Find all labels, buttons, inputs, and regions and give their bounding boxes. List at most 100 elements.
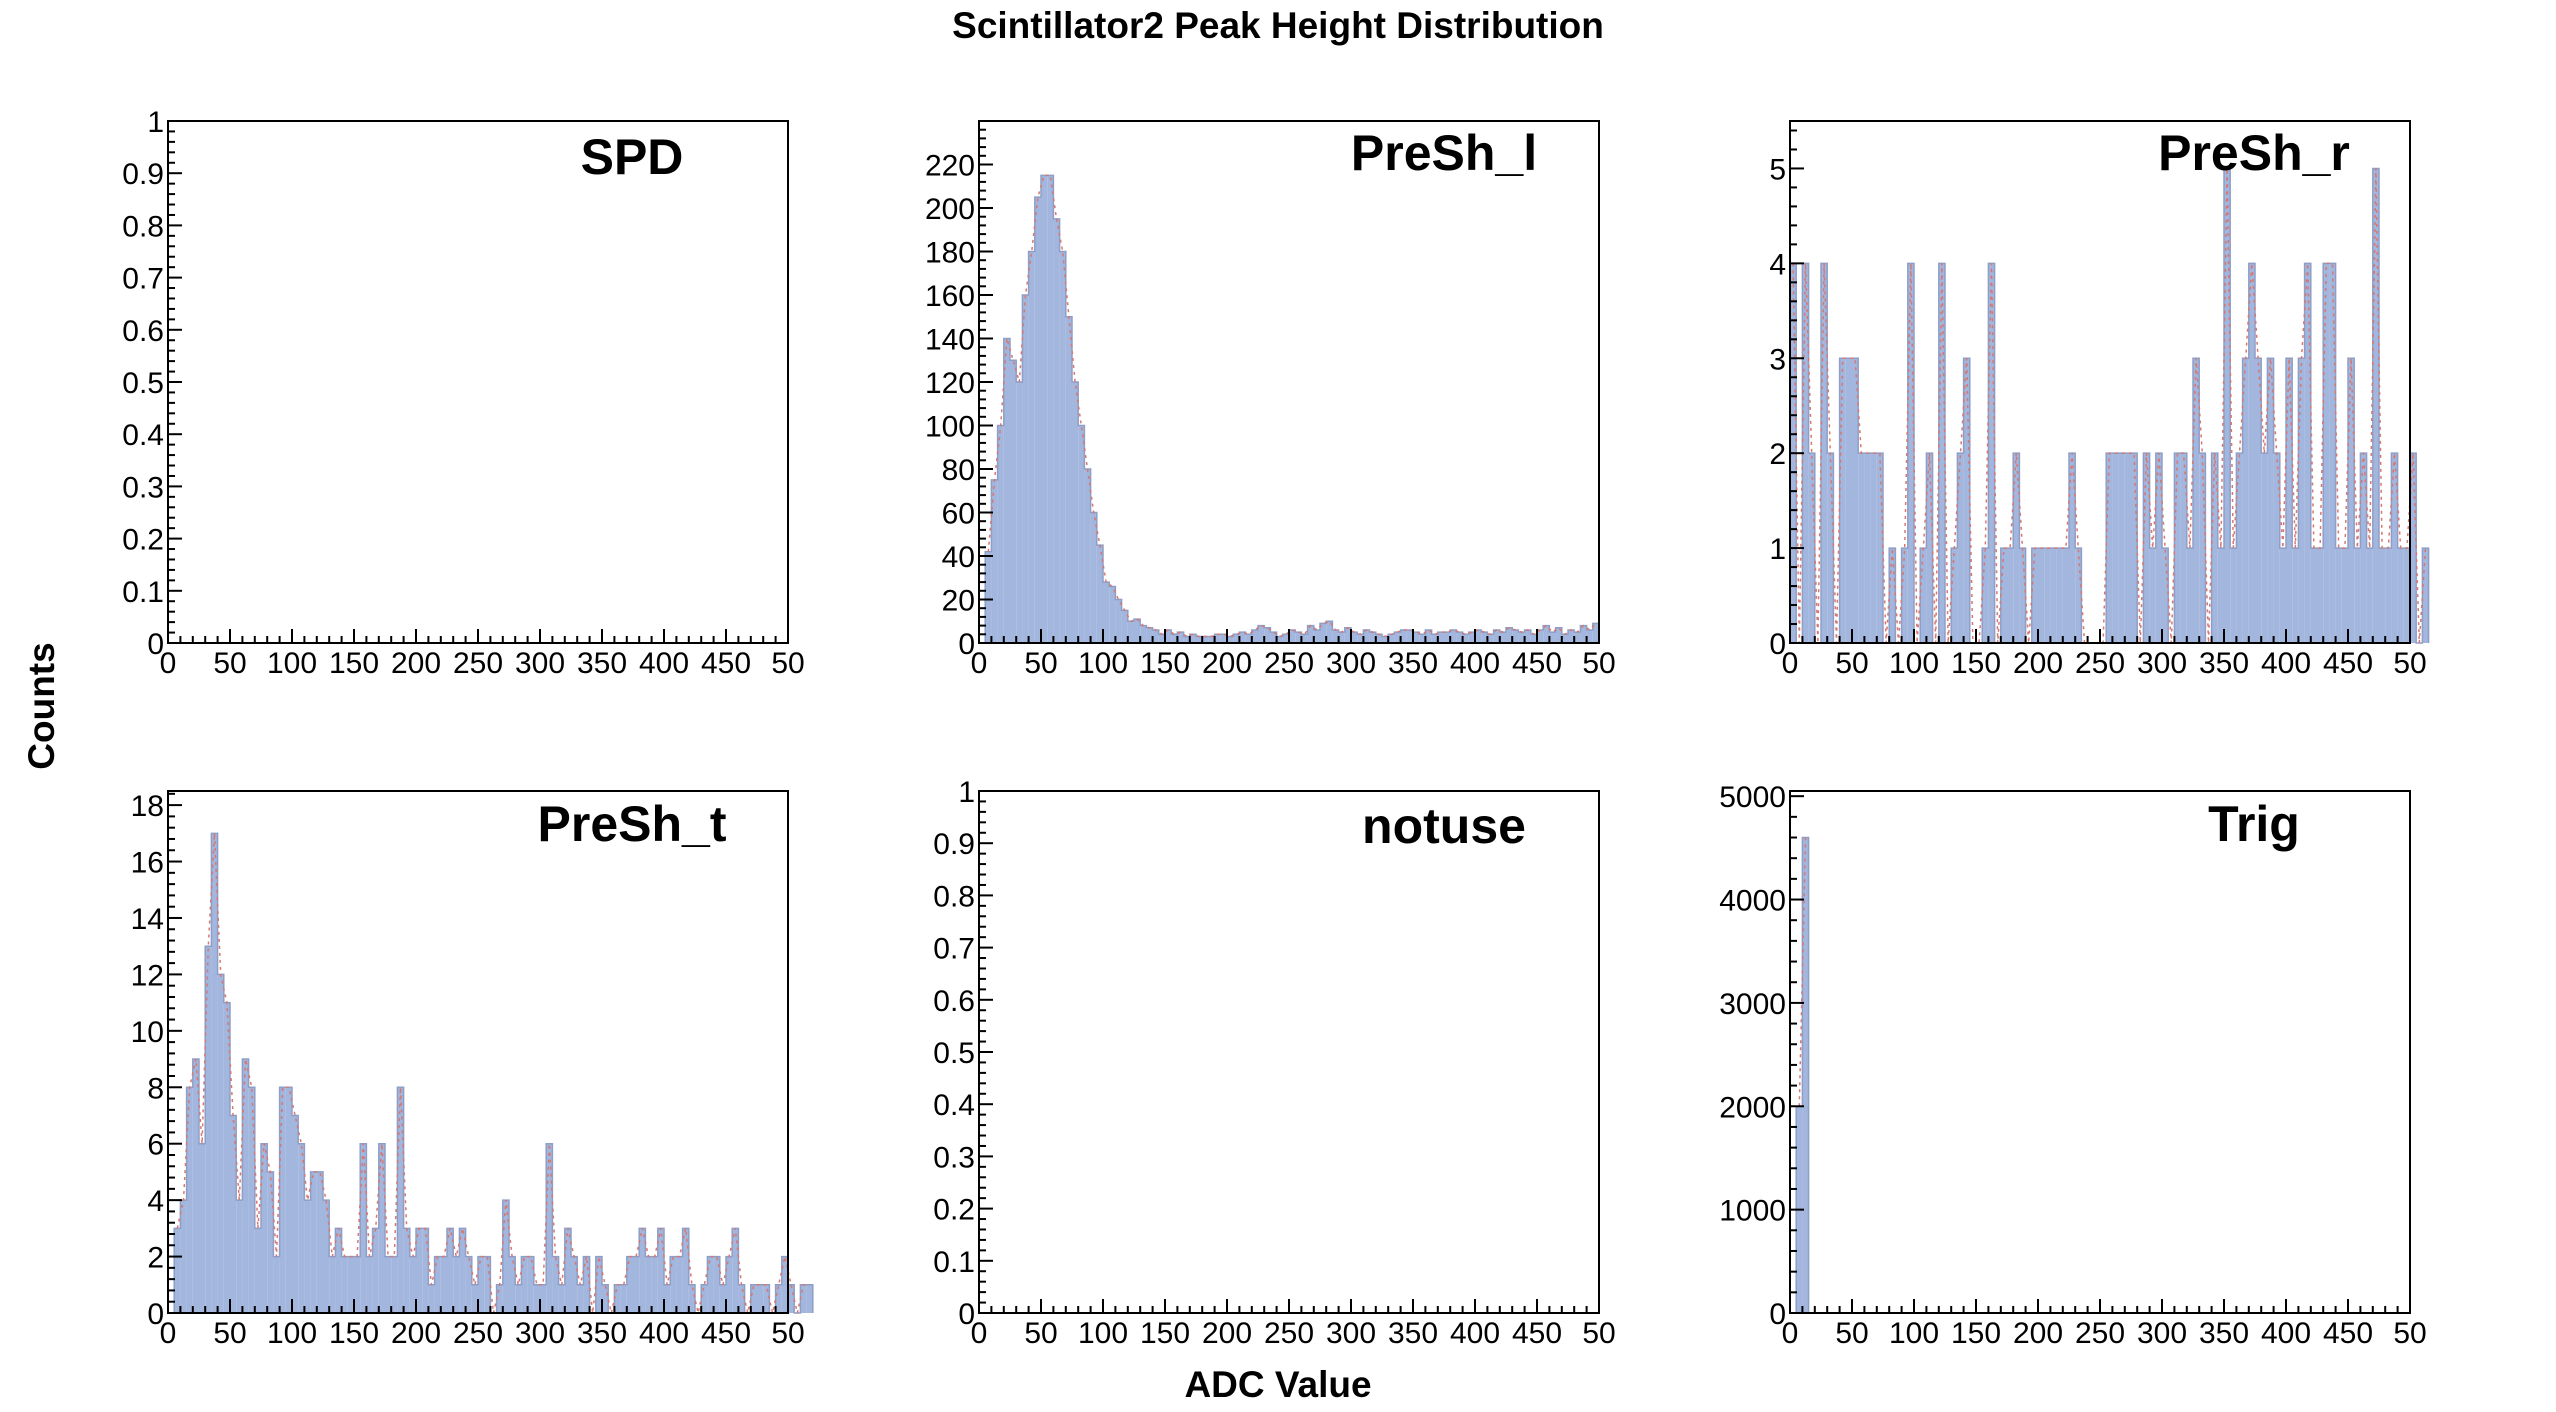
- y-tick-label: 4: [147, 1185, 164, 1218]
- bar: [1183, 636, 1190, 643]
- y-tick-label: 0.9: [122, 158, 164, 191]
- x-tick-label: 150: [1140, 1317, 1190, 1350]
- bar: [279, 1087, 286, 1313]
- bar: [192, 1059, 199, 1313]
- x-tick-label: 450: [701, 647, 751, 680]
- bar: [1245, 634, 1252, 643]
- bar: [1258, 625, 1265, 643]
- bar: [2403, 548, 2410, 643]
- bar: [2031, 548, 2038, 643]
- bar: [1115, 599, 1122, 643]
- bar: [248, 1087, 255, 1313]
- bar: [1549, 632, 1556, 643]
- x-tick-label: 50: [1024, 647, 1057, 680]
- y-tick-label: 5: [1769, 153, 1786, 186]
- bar: [763, 1284, 770, 1313]
- bar: [465, 1256, 472, 1313]
- bar: [2019, 548, 2026, 643]
- y-tick-label: 0.3: [933, 1141, 975, 1174]
- bar: [217, 974, 224, 1313]
- bar: [620, 1284, 627, 1313]
- bar: [2298, 358, 2305, 643]
- y-tick-label: 16: [131, 847, 164, 880]
- bar: [1889, 548, 1896, 643]
- bar: [1963, 358, 1970, 643]
- bar: [2000, 548, 2007, 643]
- y-tick-label: 0.5: [122, 367, 164, 400]
- bar: [2397, 548, 2404, 643]
- bar: [645, 1256, 652, 1313]
- bar: [806, 1284, 813, 1313]
- bar: [1537, 629, 1544, 643]
- bar: [1152, 629, 1159, 643]
- bar: [1233, 634, 1240, 643]
- x-tick-label: 50: [2393, 1317, 2426, 1350]
- bar: [1022, 295, 1029, 643]
- bar: [1425, 629, 1432, 643]
- bar: [602, 1284, 609, 1313]
- bar: [323, 1200, 330, 1313]
- y-tick-label: 3000: [1719, 988, 1786, 1021]
- bar: [1220, 634, 1227, 643]
- x-tick-label: 400: [1450, 647, 1500, 680]
- pad-label: PreSh_l: [1351, 125, 1537, 181]
- bar: [732, 1228, 739, 1313]
- y-tick-label: 0.6: [933, 985, 975, 1018]
- bar: [2075, 548, 2082, 643]
- bar: [2224, 168, 2231, 644]
- bar: [1072, 382, 1079, 643]
- y-tick-label: 0.9: [933, 828, 975, 861]
- y-tick-label: 2: [147, 1242, 164, 1275]
- bar: [2341, 548, 2348, 643]
- bar: [2372, 168, 2379, 644]
- x-tick-label: 100: [1889, 647, 1939, 680]
- bar: [533, 1284, 540, 1313]
- pad-frame: [978, 790, 1600, 1314]
- bar: [1938, 263, 1945, 643]
- bar: [1301, 634, 1308, 643]
- figure-title: Scintillator2 Peak Height Distribution: [952, 5, 1604, 46]
- bar: [1320, 623, 1327, 643]
- bar: [2118, 453, 2125, 643]
- y-tick-label: 0.1: [933, 1246, 975, 1279]
- bar: [527, 1256, 534, 1313]
- bar: [1475, 629, 1482, 643]
- y-tick-label: 18: [131, 790, 164, 823]
- bar: [1059, 251, 1066, 643]
- x-tick-label: 350: [2199, 647, 2249, 680]
- bar: [2286, 358, 2293, 643]
- bar: [391, 1256, 398, 1313]
- bar: [428, 1284, 435, 1313]
- bar: [1568, 629, 1575, 643]
- x-tick-label: 300: [515, 1317, 565, 1350]
- bar: [2360, 453, 2367, 643]
- x-tick-label: 400: [2261, 1317, 2311, 1350]
- y-tick-label: 4000: [1719, 885, 1786, 918]
- x-tick-label: 50: [1582, 647, 1615, 680]
- y-tick-label: 4: [1769, 248, 1786, 281]
- bar: [713, 1256, 720, 1313]
- x-tick-label: 450: [1512, 647, 1562, 680]
- bar: [2410, 453, 2417, 643]
- bar: [1065, 316, 1072, 643]
- bar: [471, 1284, 478, 1313]
- bar: [1870, 453, 1877, 643]
- bar: [1821, 263, 1828, 643]
- bar: [372, 1228, 379, 1313]
- bar: [502, 1200, 509, 1313]
- histogram-pads: 0 50 100 150 200 250 300 350 400 450 5000.10.20.30…: [122, 106, 2430, 1350]
- y-tick-label: 60: [942, 498, 975, 531]
- bar: [459, 1228, 466, 1313]
- x-tick-label: 300: [515, 647, 565, 680]
- x-tick-label: 150: [329, 1317, 379, 1350]
- x-tick-label: 0: [1782, 647, 1799, 680]
- bar: [1802, 837, 1809, 1313]
- bar: [1839, 358, 1846, 643]
- bar: [1450, 629, 1457, 643]
- bar: [422, 1228, 429, 1313]
- bar: [267, 1171, 274, 1313]
- bar: [298, 1143, 305, 1313]
- x-tick-label: 200: [1202, 647, 1252, 680]
- fit-overlay-line: [987, 174, 1597, 638]
- y-tick-label: 0.3: [122, 471, 164, 504]
